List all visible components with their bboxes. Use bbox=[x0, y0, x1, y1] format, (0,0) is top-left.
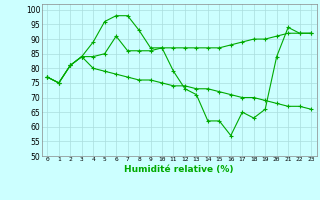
X-axis label: Humidité relative (%): Humidité relative (%) bbox=[124, 165, 234, 174]
